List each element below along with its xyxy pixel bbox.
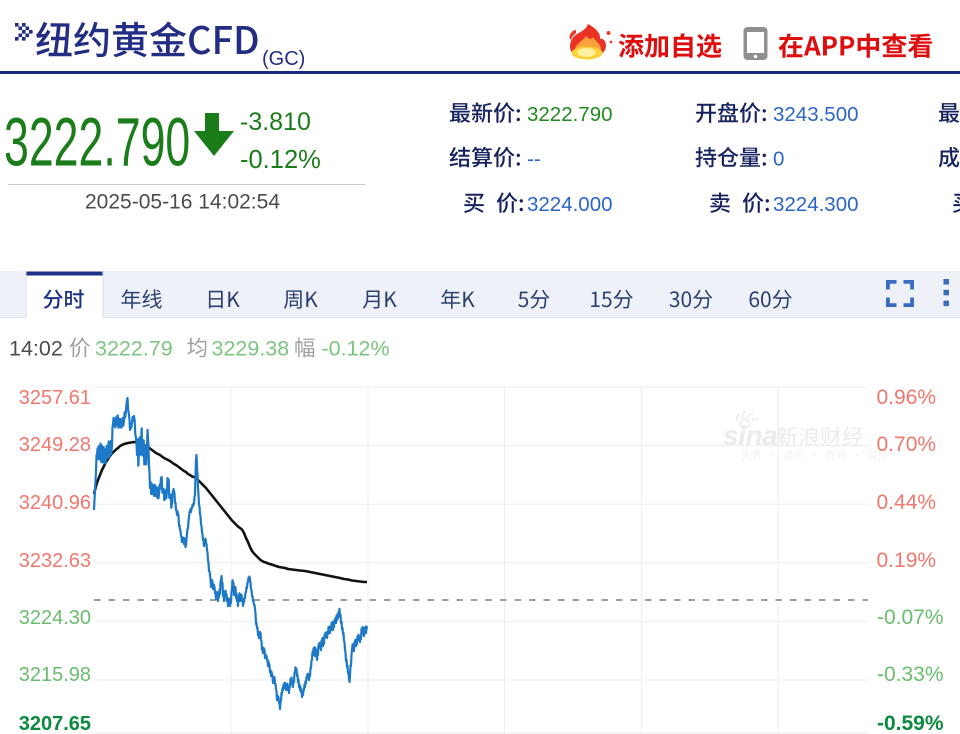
svg-text:3207.65: 3207.65 <box>19 713 91 734</box>
svg-text:3224.300: 3224.300 <box>773 193 859 216</box>
svg-text:3243.500: 3243.500 <box>773 103 859 126</box>
svg-text:--: -- <box>527 148 541 171</box>
svg-text:0: 0 <box>773 148 784 171</box>
svg-text:3249.28: 3249.28 <box>19 434 91 456</box>
svg-text:sina: sina <box>723 420 777 451</box>
svg-text:-3.810: -3.810 <box>240 108 311 136</box>
svg-text:3222.790: 3222.790 <box>4 105 190 181</box>
svg-text:3257.61: 3257.61 <box>19 387 91 409</box>
svg-text:(GC): (GC) <box>262 48 305 70</box>
svg-text:3232.63: 3232.63 <box>19 550 91 572</box>
svg-text:14:02: 14:02 <box>9 337 63 361</box>
svg-text:-0.12%: -0.12% <box>322 337 390 361</box>
svg-text:0.19%: 0.19% <box>877 549 937 572</box>
svg-text:0.70%: 0.70% <box>877 433 937 456</box>
svg-text:3224.000: 3224.000 <box>527 193 613 216</box>
svg-text:2025-05-16 14:02:54: 2025-05-16 14:02:54 <box>85 191 280 214</box>
svg-text:3240.96: 3240.96 <box>19 492 91 514</box>
svg-text:3229.38: 3229.38 <box>212 337 290 361</box>
svg-text:3215.98: 3215.98 <box>19 664 91 686</box>
svg-text:3222.79: 3222.79 <box>95 337 173 361</box>
svg-text:0.44%: 0.44% <box>877 491 937 514</box>
svg-text:3222.790: 3222.790 <box>527 103 613 126</box>
svg-text:0.96%: 0.96% <box>877 386 937 409</box>
svg-text:3224.30: 3224.30 <box>19 607 91 629</box>
svg-text:-0.12%: -0.12% <box>240 146 321 174</box>
svg-text:-0.59%: -0.59% <box>877 712 944 734</box>
svg-text:-0.07%: -0.07% <box>877 606 944 629</box>
svg-text:-0.33%: -0.33% <box>877 663 944 686</box>
